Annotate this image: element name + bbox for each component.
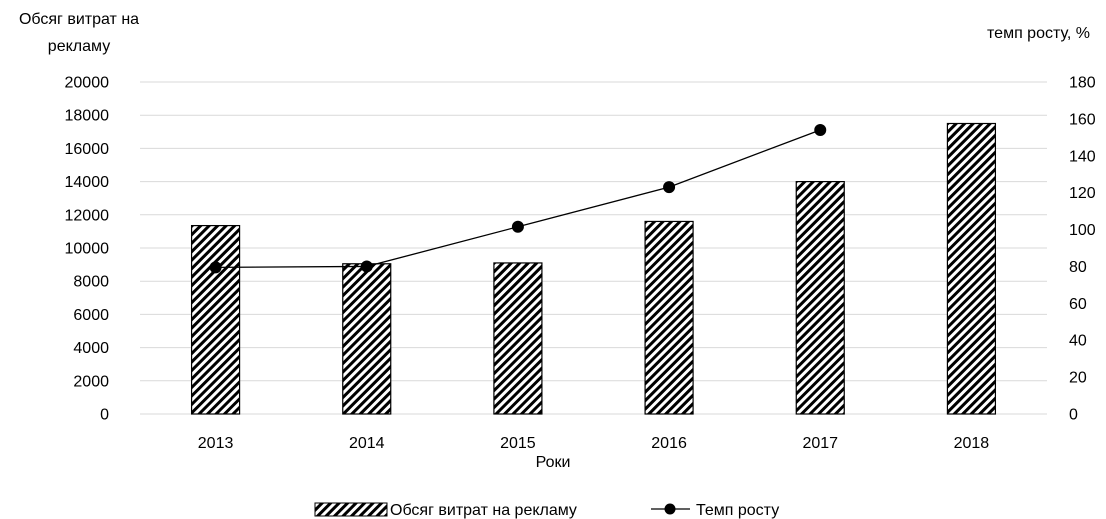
growth-line	[215, 129, 821, 269]
right-tick-label: 60	[1069, 296, 1087, 313]
right-tick-label: 40	[1069, 333, 1087, 350]
left-axis-title-line2: рекламу	[48, 38, 110, 55]
bar	[493, 262, 543, 415]
right-tick-label: 140	[1069, 148, 1096, 165]
x-tick-label: 2013	[198, 435, 234, 452]
left-tick-label: 14000	[65, 174, 110, 191]
right-tick-label: 0	[1069, 407, 1078, 424]
legend-bar-label: Обсяг витрат на рекламу	[390, 502, 577, 519]
line-series	[209, 123, 827, 274]
line-point	[511, 220, 524, 233]
left-tick-label: 0	[100, 407, 109, 424]
line-point	[360, 260, 373, 273]
right-tick-label: 160	[1069, 111, 1096, 128]
bar	[946, 122, 997, 415]
x-tick-label: 2018	[954, 435, 990, 452]
right-tick-label: 180	[1069, 75, 1096, 92]
line-point	[209, 261, 222, 274]
right-axis-title: темп росту, %	[987, 25, 1090, 42]
left-axis-ticks: 0 2000 4000 6000 8000 10000 12000 14000 16000 180…	[65, 75, 110, 424]
left-axis-title-line1: Обсяг витрат на	[19, 11, 139, 28]
x-tick-label: 2014	[349, 435, 385, 452]
x-tick-label: 2015	[500, 435, 536, 452]
left-tick-label: 8000	[73, 274, 109, 291]
right-tick-label: 100	[1069, 222, 1096, 239]
line-point	[814, 123, 827, 136]
legend-line-label: Темп росту	[696, 502, 779, 519]
bar-series	[190, 122, 997, 415]
bar	[644, 220, 694, 415]
line-point	[663, 181, 676, 194]
bar	[190, 224, 241, 415]
left-tick-label: 12000	[65, 207, 110, 224]
right-tick-label: 20	[1069, 370, 1087, 387]
x-axis-title: Роки	[536, 454, 571, 471]
bar	[795, 181, 845, 415]
left-tick-label: 2000	[73, 373, 109, 390]
left-tick-label: 4000	[73, 340, 109, 357]
x-axis-ticks: 2013 2014 2015 2016 2017 2018	[198, 435, 990, 452]
left-tick-label: 6000	[73, 307, 109, 324]
x-tick-label: 2016	[651, 435, 687, 452]
bar	[342, 263, 392, 415]
legend-bar-swatch	[314, 502, 388, 517]
left-tick-label: 18000	[65, 108, 110, 125]
legend-line-marker	[664, 503, 676, 515]
gridlines	[140, 81, 1047, 415]
left-tick-label: 10000	[65, 241, 110, 258]
left-tick-label: 16000	[65, 141, 110, 158]
x-tick-label: 2017	[802, 435, 838, 452]
left-tick-label: 20000	[65, 75, 110, 92]
right-tick-label: 120	[1069, 185, 1096, 202]
right-tick-label: 80	[1069, 259, 1087, 276]
legend: Обсяг витрат на рекламу Темп росту	[314, 502, 779, 519]
right-axis-ticks: 0 20 40 60 80 100 120 140 160 180	[1069, 75, 1096, 424]
